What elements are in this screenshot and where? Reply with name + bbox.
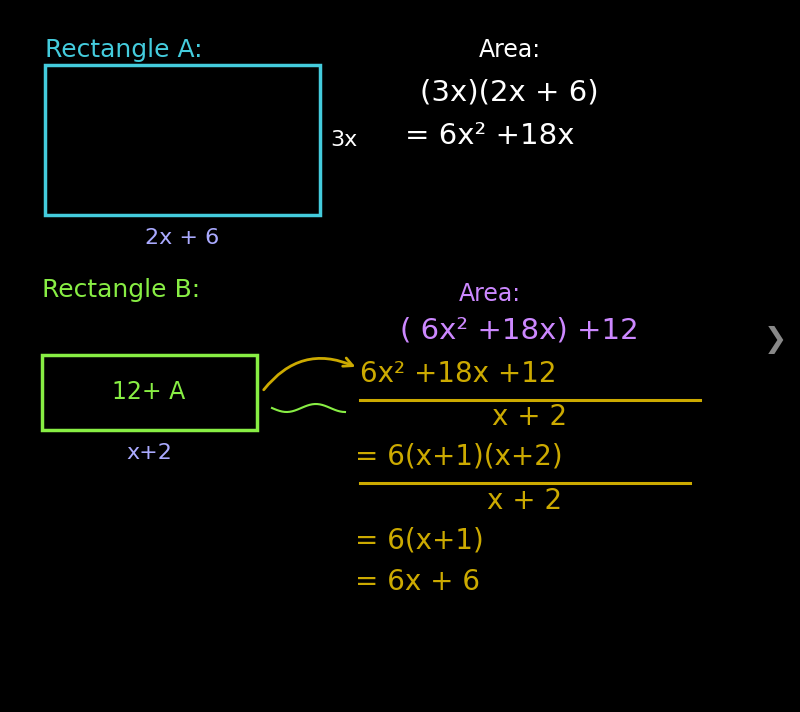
- Text: (3x)(2x + 6): (3x)(2x + 6): [420, 78, 598, 106]
- Text: Area:: Area:: [459, 282, 521, 306]
- Text: x + 2: x + 2: [493, 403, 567, 431]
- Text: x + 2: x + 2: [487, 487, 562, 515]
- Text: = 6x² +18x: = 6x² +18x: [405, 122, 574, 150]
- Text: ❯: ❯: [763, 326, 786, 354]
- Text: Area:: Area:: [479, 38, 541, 62]
- Text: = 6x + 6: = 6x + 6: [355, 568, 480, 596]
- Text: x+2: x+2: [126, 443, 172, 463]
- Text: 6x² +18x +12: 6x² +18x +12: [360, 360, 557, 388]
- FancyArrowPatch shape: [264, 358, 353, 389]
- Text: Rectangle A:: Rectangle A:: [45, 38, 202, 62]
- Text: = 6(x+1): = 6(x+1): [355, 527, 484, 555]
- Bar: [42, 355, 257, 430]
- Text: Rectangle B:: Rectangle B:: [42, 278, 200, 302]
- Text: 2x + 6: 2x + 6: [145, 228, 219, 248]
- Bar: [45, 65, 320, 215]
- Text: = 6(x+1)(x+2): = 6(x+1)(x+2): [355, 443, 562, 471]
- Text: 3x: 3x: [330, 130, 358, 150]
- Text: ( 6x² +18x) +12: ( 6x² +18x) +12: [400, 316, 638, 344]
- Text: 12+ A: 12+ A: [112, 380, 186, 404]
